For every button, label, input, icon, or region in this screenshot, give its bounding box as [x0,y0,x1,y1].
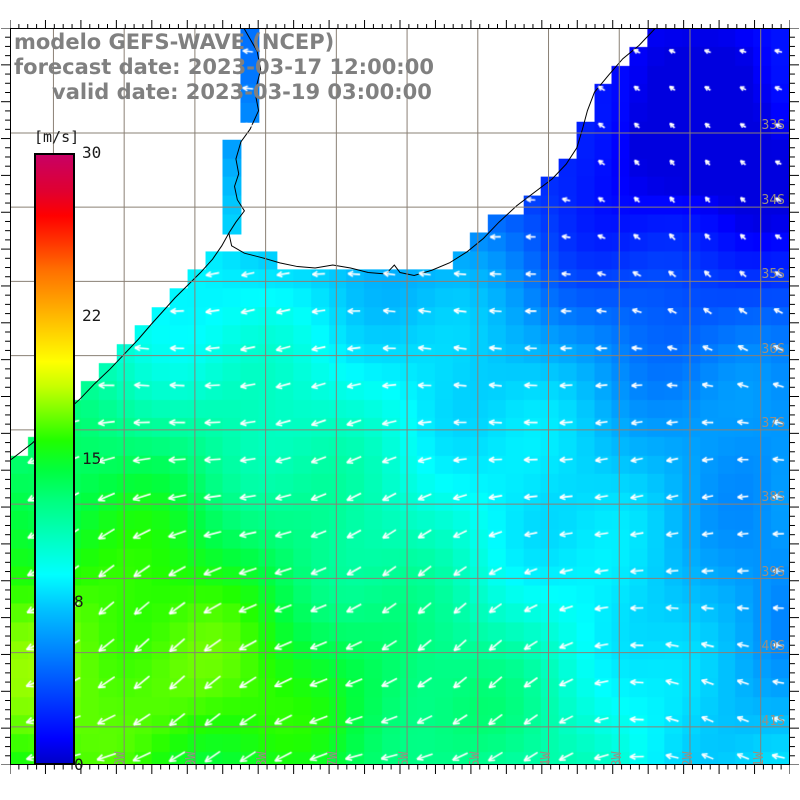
colorbar-tick-label: 8 [74,591,84,611]
colorbar-tick-label: 30 [82,143,102,162]
colorbar-tick-label: 15 [82,449,102,468]
plot-area: 33S34S35S36S37S38S39S40S41S61W60W59W58W5… [10,28,790,765]
axis-ticks-bottom [10,764,790,774]
colorbar-tick-label: 22 [82,306,102,326]
colorbar-legend: [m/s] 30 22 15 8 0 [30,128,120,774]
axis-ticks-right [790,28,799,765]
colorbar-unit-label: [m/s] [34,128,80,146]
axis-ticks-left [1,28,10,765]
colorbar-gradient [34,153,75,765]
windspeed-heatmap [11,29,789,764]
colorbar-tick-label: 0 [74,755,84,774]
